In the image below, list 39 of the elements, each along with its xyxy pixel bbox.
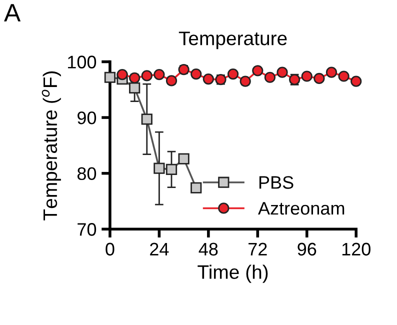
point: [314, 72, 325, 84]
x-axis-title: Time (h): [198, 264, 268, 283]
x-tick-label: 0: [106, 242, 114, 256]
point: [338, 70, 350, 82]
point: [350, 76, 362, 87]
x-tick-label: 24: [150, 242, 169, 256]
y-axis-title: Temperature ($^{o}$F): [42, 71, 61, 220]
point: [276, 66, 288, 78]
point: [178, 153, 190, 164]
x-tick-label: 72: [248, 242, 267, 256]
x-tick-label: 120: [342, 242, 370, 256]
point: [240, 76, 251, 87]
point: [141, 70, 152, 82]
y-tick-label: 70: [78, 223, 96, 236]
point: [154, 69, 165, 80]
y-tick-label: 100: [68, 56, 96, 68]
text: A: [4, 4, 21, 22]
point: [166, 75, 178, 86]
chart-title: Temperature: [178, 32, 287, 50]
point: [190, 182, 202, 194]
legend-label: Aztreonam: [258, 202, 344, 215]
y-tick-label: 80: [77, 167, 96, 180]
x-tick-label: 48: [198, 242, 218, 256]
point: [301, 70, 312, 82]
point: [116, 69, 128, 80]
point: [264, 72, 276, 83]
point: [154, 162, 165, 174]
point: [141, 114, 152, 125]
y-tick-label: 90: [78, 111, 96, 124]
point: [227, 68, 239, 80]
x-tick-label: 96: [298, 242, 316, 256]
point: [104, 72, 116, 83]
point: [166, 164, 178, 175]
point: [202, 73, 214, 85]
point: [190, 68, 202, 80]
legend-label: PBS: [259, 176, 294, 189]
point: [129, 82, 140, 94]
point: [326, 66, 338, 78]
point: [252, 65, 264, 76]
